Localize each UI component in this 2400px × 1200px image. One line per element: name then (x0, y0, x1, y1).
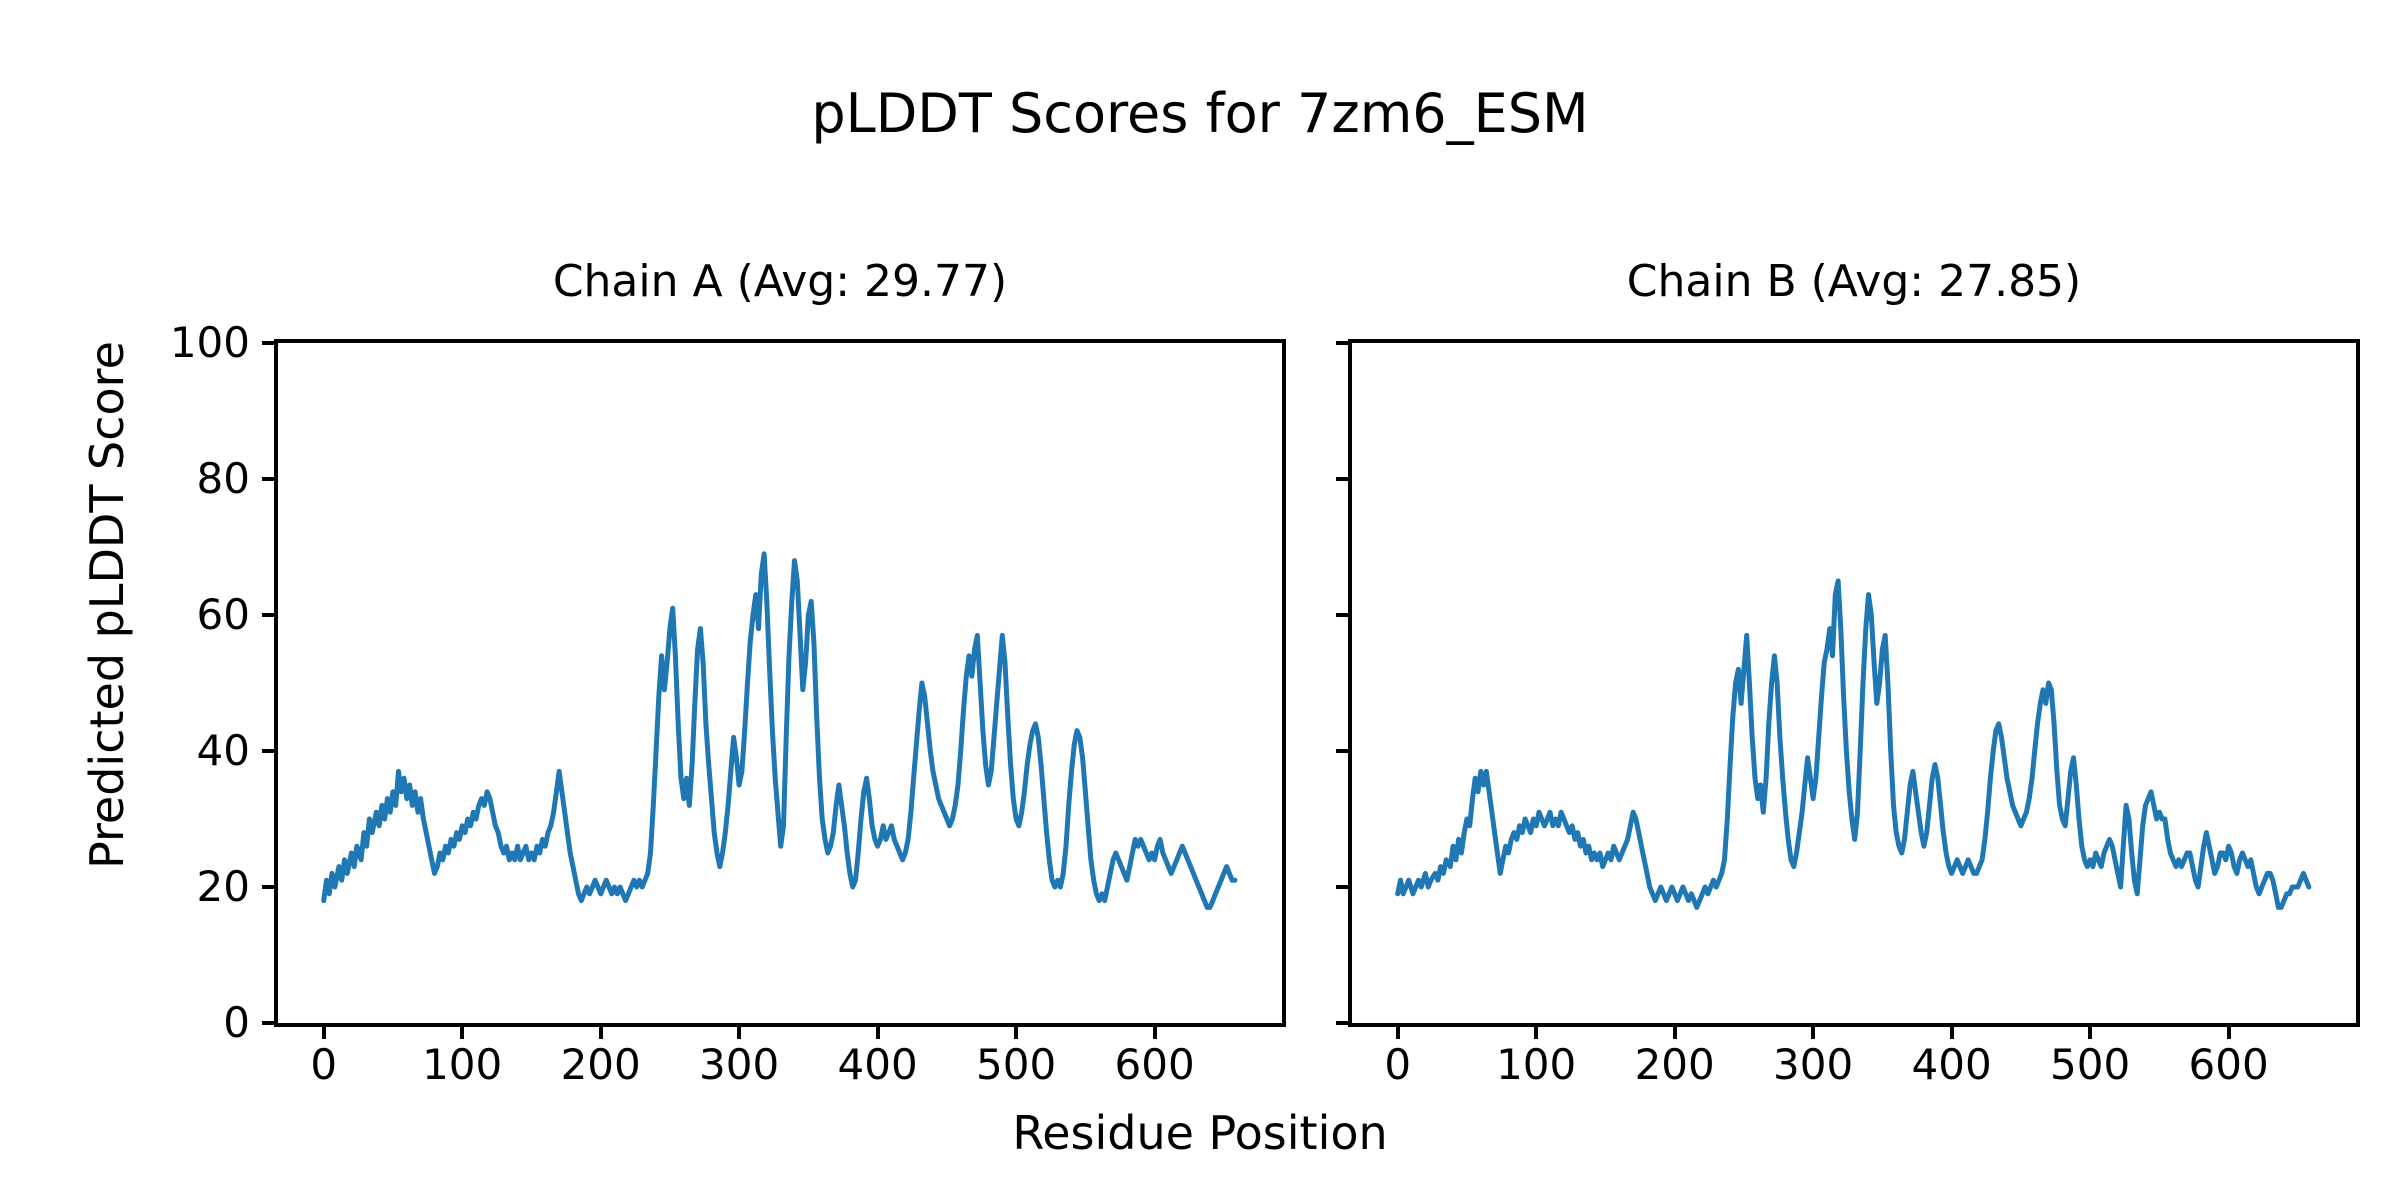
x-tick-label: 500 (976, 1040, 1057, 1089)
plddt-line-chain-b (1395, 578, 2312, 910)
x-tick (1395, 1027, 1400, 1039)
x-tick-label: 200 (1634, 1040, 1715, 1089)
y-tick-label: 80 (196, 454, 250, 503)
x-tick (737, 1027, 742, 1039)
plddt-line-chain-a (321, 551, 1238, 910)
axes-chain-a (274, 339, 1286, 1027)
y-tick (1336, 749, 1348, 753)
subplot-title-chain-a: Chain A (Avg: 29.77) (552, 256, 1008, 307)
y-tick (262, 749, 274, 753)
y-tick-label: 60 (196, 590, 250, 639)
x-tick-label: 200 (560, 1040, 641, 1089)
y-tick-label: 100 (169, 318, 250, 367)
y-tick (262, 341, 274, 345)
line-plot-chain-a (321, 551, 1238, 910)
x-tick (2226, 1027, 2231, 1039)
x-tick (598, 1027, 603, 1039)
x-tick-label: 300 (1773, 1040, 1854, 1089)
x-tick-label: 100 (1496, 1040, 1577, 1089)
x-tick-label: 0 (1384, 1040, 1412, 1089)
y-tick-label: 40 (196, 726, 250, 775)
y-tick-label: 20 (196, 862, 250, 911)
y-tick (1336, 613, 1348, 617)
x-tick-label: 300 (699, 1040, 780, 1089)
y-tick (262, 613, 274, 617)
x-tick-label: 0 (310, 1040, 338, 1089)
x-tick (875, 1027, 880, 1039)
y-tick-label: 0 (223, 998, 250, 1047)
y-tick (1336, 341, 1348, 345)
y-tick (1336, 885, 1348, 889)
x-tick-label: 400 (837, 1040, 918, 1089)
y-tick (1336, 1021, 1348, 1025)
x-tick (1811, 1027, 1816, 1039)
y-tick (262, 477, 274, 481)
axes-chain-b (1348, 339, 2360, 1027)
x-tick-label: 600 (2188, 1040, 2269, 1089)
x-tick (1014, 1027, 1019, 1039)
line-plot-chain-b (1395, 578, 2312, 910)
x-tick-label: 400 (1911, 1040, 1992, 1089)
y-tick (1336, 477, 1348, 481)
x-tick-label: 500 (2050, 1040, 2131, 1089)
x-tick-label: 100 (422, 1040, 503, 1089)
x-tick (1672, 1027, 1677, 1039)
x-tick (1949, 1027, 1954, 1039)
subplot-title-chain-b: Chain B (Avg: 27.85) (1626, 256, 2082, 307)
x-tick (321, 1027, 326, 1039)
x-axis-label: Residue Position (1012, 1106, 1388, 1160)
x-tick (460, 1027, 465, 1039)
figure-title: pLDDT Scores for 7zm6_ESM (811, 82, 1589, 145)
y-tick (262, 1021, 274, 1025)
y-tick (262, 885, 274, 889)
x-tick-label: 600 (1114, 1040, 1195, 1089)
x-tick (1534, 1027, 1539, 1039)
x-tick (2088, 1027, 2093, 1039)
x-tick (1152, 1027, 1157, 1039)
